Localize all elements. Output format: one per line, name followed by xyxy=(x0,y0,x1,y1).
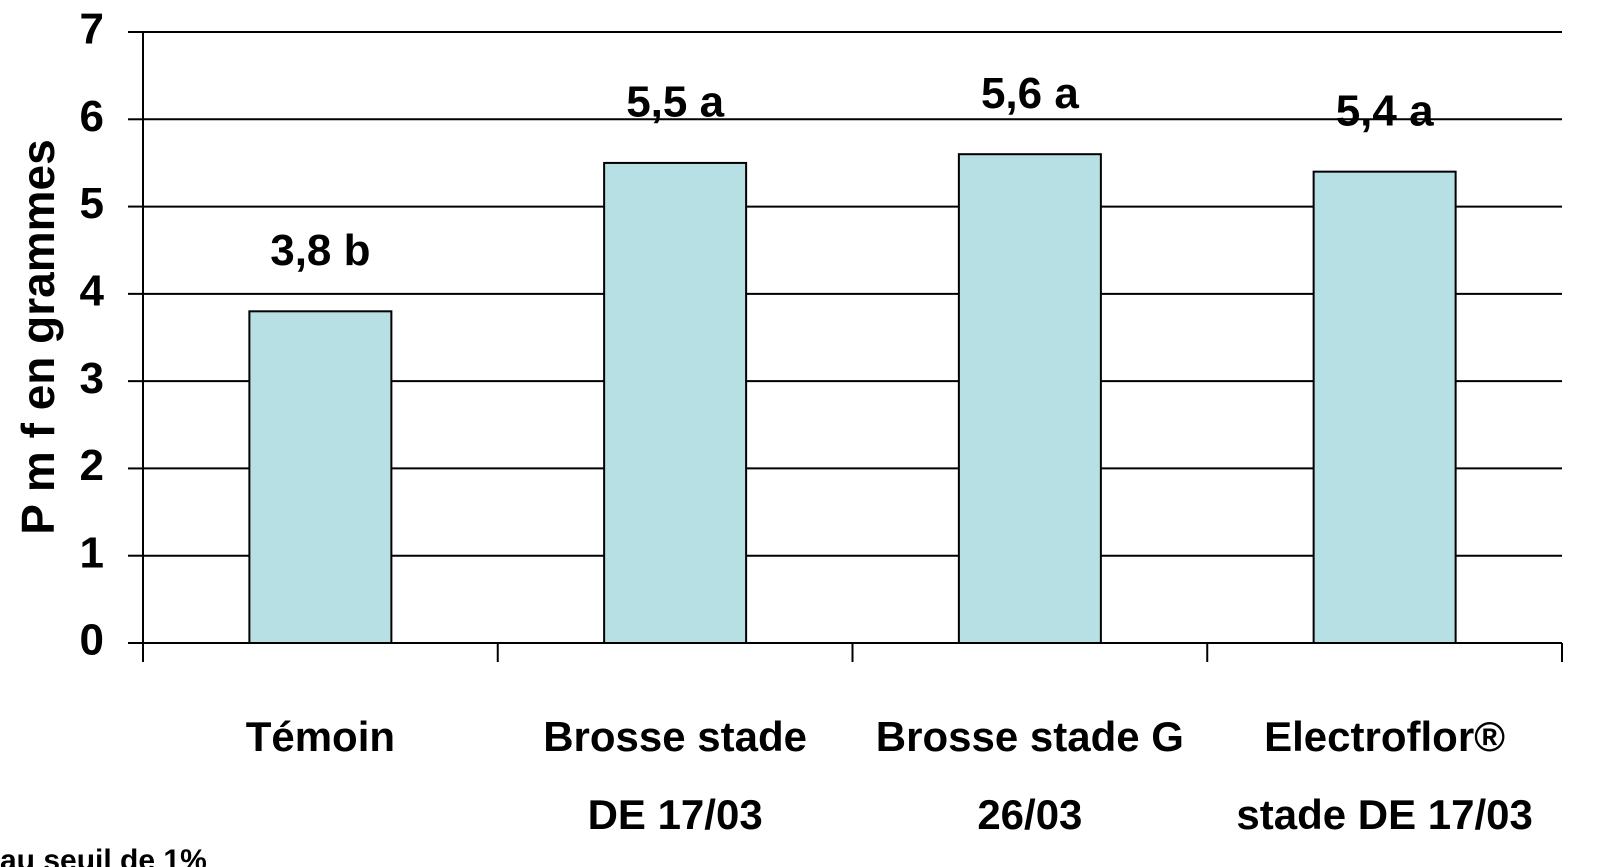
y-tick-label: 0 xyxy=(80,616,104,665)
bar xyxy=(603,161,748,645)
y-tick-label: 2 xyxy=(80,441,104,490)
y-tick-label: 5 xyxy=(80,179,104,228)
x-tick-label: 26/03 xyxy=(977,791,1082,838)
value-label: 5,6 a xyxy=(981,69,1079,118)
value-label: 5,5 a xyxy=(626,78,724,127)
x-tick-label: stade DE 17/03 xyxy=(1236,791,1533,838)
x-tick-label: Témoin xyxy=(246,713,395,760)
y-tick-label: 3 xyxy=(80,354,104,403)
x-tick-label: Brosse stade xyxy=(543,713,807,760)
x-tick-label: DE 17/03 xyxy=(588,791,763,838)
y-tick-label: 6 xyxy=(80,92,104,141)
x-tick-label: Brosse stade G xyxy=(876,713,1184,760)
annotation: au seuil de 1% xyxy=(0,844,207,867)
x-tick-label: Electroflor® xyxy=(1264,713,1505,760)
y-tick-label: 4 xyxy=(80,266,105,315)
y-axis-label: P m f en grammes xyxy=(12,139,64,534)
value-label: 3,8 b xyxy=(270,226,370,275)
bar xyxy=(1312,170,1457,645)
bar xyxy=(957,153,1102,644)
value-label: 5,4 a xyxy=(1336,86,1434,135)
bar xyxy=(248,310,393,644)
y-tick-label: 7 xyxy=(80,5,104,54)
y-tick-label: 1 xyxy=(80,528,104,577)
